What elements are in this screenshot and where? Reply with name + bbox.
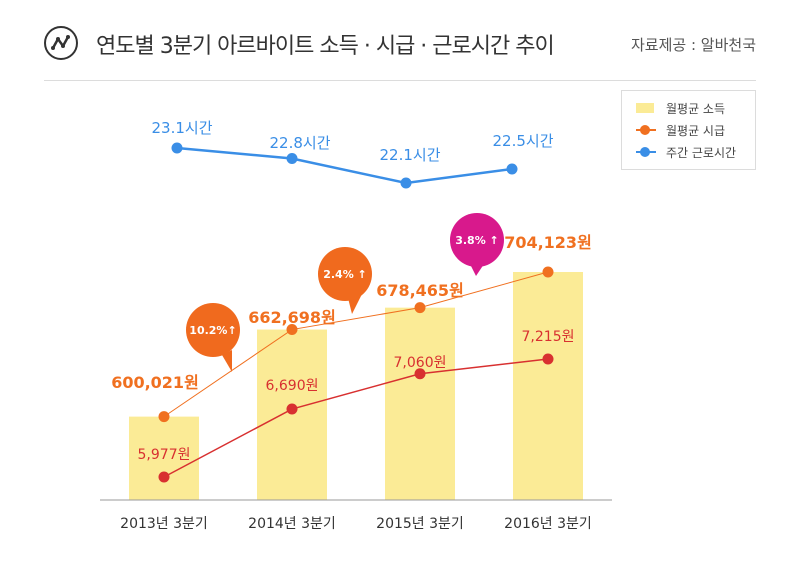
- legend-label-income: 월평균 소득: [666, 101, 726, 116]
- legend-item-hours: 주간 근로시간: [636, 141, 755, 163]
- income-point: [158, 411, 170, 423]
- x-tick-label: 2015년 3분기: [376, 516, 464, 532]
- income-point: [414, 302, 426, 314]
- legend: 월평균 소득 월평균 시급 주간 근로시간: [621, 90, 756, 170]
- income-trend-line: [163, 271, 549, 418]
- hours-point: [506, 163, 518, 175]
- wage-point: [158, 471, 170, 483]
- x-tick-label: 2013년 3분기: [120, 516, 208, 532]
- source-credit: 자료제공 : 알바천국: [631, 36, 756, 54]
- growth-bubble-tail: [470, 264, 484, 276]
- growth-bubble: [186, 303, 240, 357]
- income-bar: [129, 416, 199, 500]
- hours-point: [171, 142, 183, 154]
- chart-title: 연도별 3분기 아르바이트 소득 · 시급 · 근로시간 추이: [96, 34, 555, 59]
- wage-data-label: 6,690원: [266, 378, 319, 394]
- chart-logo-icon: [44, 26, 78, 60]
- hours-data-label: 23.1시간: [152, 119, 213, 137]
- hours-point: [400, 177, 412, 189]
- growth-bubble-tail: [222, 350, 232, 372]
- hours-point: [286, 153, 298, 164]
- hours-data-label: 22.8시간: [270, 134, 331, 152]
- hours-data-label: 22.5시간: [493, 132, 554, 150]
- wage-point: [286, 403, 298, 415]
- income-data-label: 704,123원: [504, 233, 592, 252]
- legend-marker-wage: [636, 125, 656, 135]
- income-data-label: 662,698원: [248, 308, 336, 327]
- wage-point: [542, 353, 554, 365]
- income-point: [286, 324, 298, 336]
- wage-point: [414, 368, 426, 380]
- income-data-label: 600,021원: [111, 373, 199, 392]
- growth-bubble-label: 10.2%↑: [189, 324, 236, 337]
- income-bar: [513, 272, 583, 500]
- legend-item-wage: 월평균 시급: [636, 119, 755, 141]
- header-divider: [44, 80, 756, 81]
- income-point: [542, 266, 554, 278]
- wage-line: [163, 358, 549, 478]
- header: 연도별 3분기 아르바이트 소득 · 시급 · 근로시간 추이 자료제공 : 알…: [0, 0, 800, 80]
- legend-label-hours: 주간 근로시간: [666, 145, 737, 160]
- legend-marker-hours: [636, 147, 656, 157]
- wage-data-label: 5,977원: [138, 447, 191, 463]
- hours-data-label: 22.1시간: [380, 146, 441, 164]
- legend-label-wage: 월평균 시급: [666, 123, 726, 138]
- legend-item-income: 월평균 소득: [636, 97, 755, 119]
- income-bar: [385, 307, 455, 500]
- growth-bubble: [450, 213, 504, 267]
- x-tick-label: 2016년 3분기: [504, 516, 592, 532]
- legend-swatch-income: [636, 103, 654, 113]
- x-tick-label: 2014년 3분기: [248, 516, 336, 532]
- growth-bubble: [318, 247, 372, 301]
- income-bar: [257, 329, 327, 500]
- wage-data-label: 7,060원: [394, 355, 447, 371]
- hours-line: [176, 146, 513, 185]
- growth-bubble-label: 3.8% ↑: [455, 234, 499, 247]
- income-data-label: 678,465원: [376, 281, 464, 300]
- growth-bubble-label: 2.4% ↑: [323, 268, 367, 281]
- wage-data-label: 7,215원: [522, 329, 575, 345]
